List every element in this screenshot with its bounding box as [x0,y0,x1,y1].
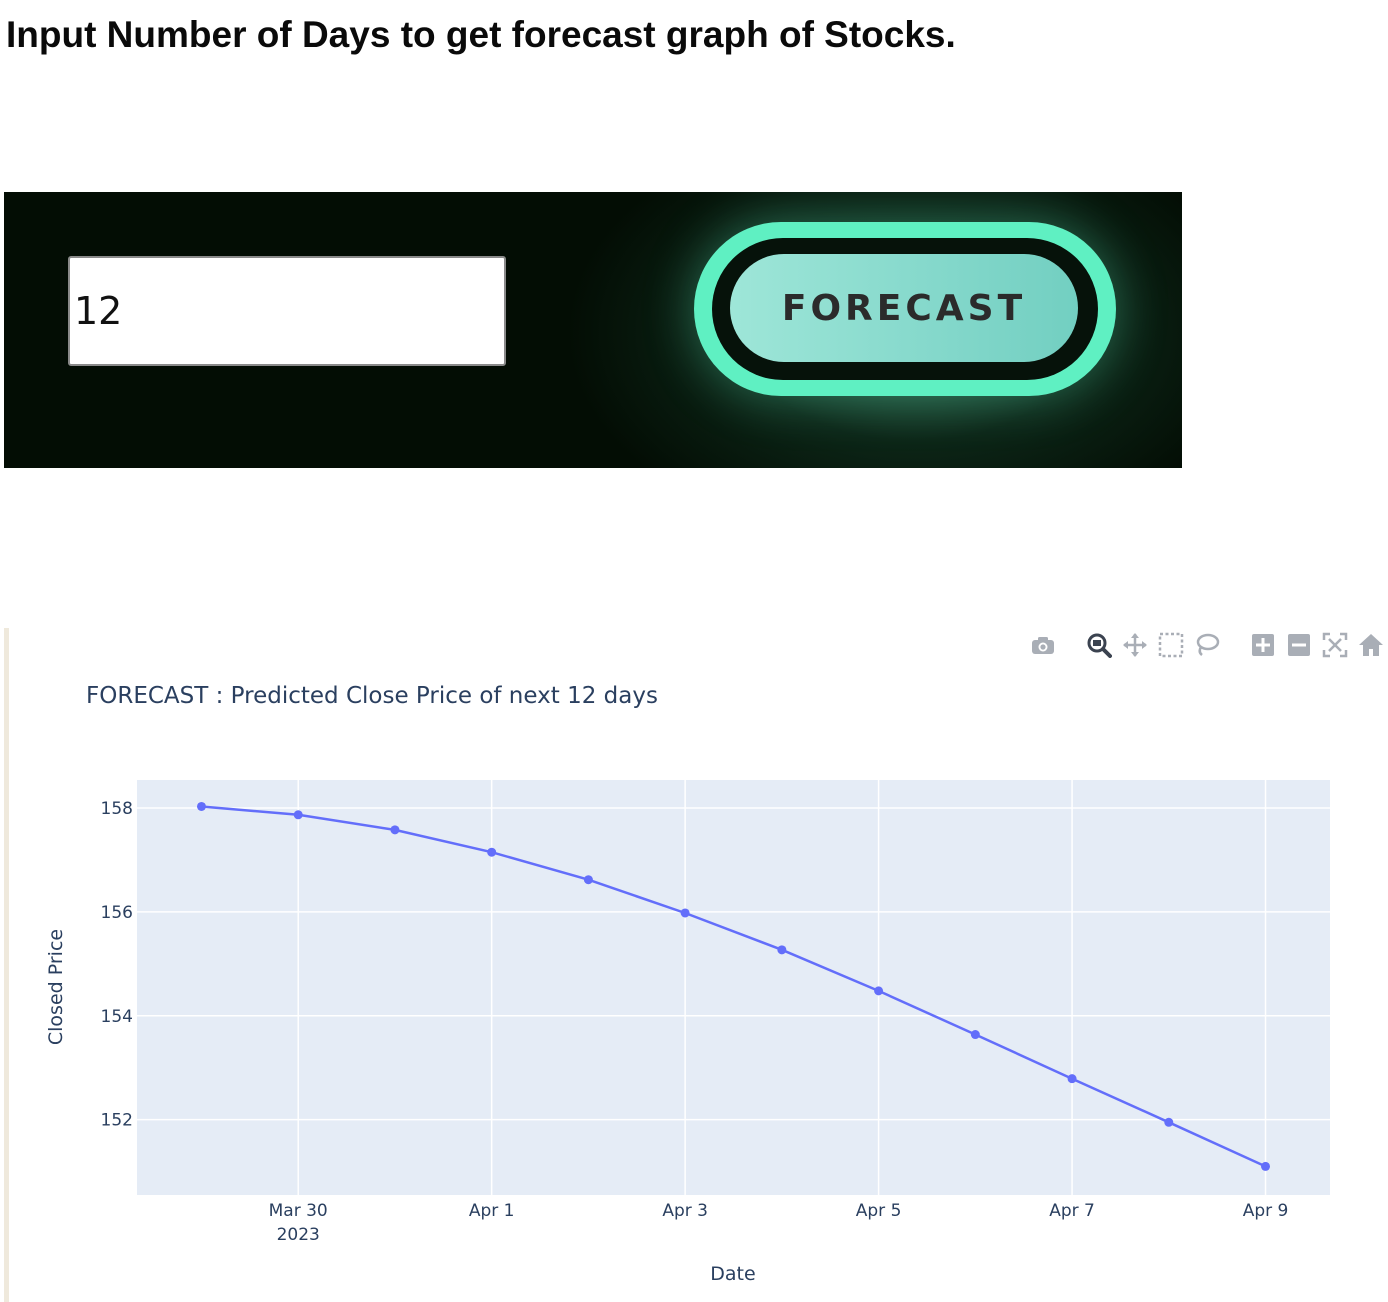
y-axis-title: Closed Price [45,929,67,1045]
data-point[interactable] [196,801,206,811]
x-tick-labels: Mar 30 2023 Apr 1 Apr 3 Apr 5 Apr 7 Apr 9 [269,1201,1289,1245]
x-axis-title: Date [710,1263,755,1285]
pan-icon[interactable] [1120,632,1150,658]
x-tick-label: Apr 7 [1049,1201,1095,1221]
data-point[interactable] [1261,1161,1271,1171]
zoom-icon[interactable] [1084,632,1114,658]
autoscale-icon[interactable] [1320,632,1350,658]
x-tick-year-label: 2023 [277,1225,320,1245]
y-tick-labels: 152 154 156 158 [101,799,133,1131]
zoom-in-icon[interactable] [1248,632,1278,658]
x-tick-label: Mar 30 [269,1201,328,1221]
plot-area[interactable] [137,780,1330,1195]
zoom-out-icon[interactable] [1284,632,1314,658]
forecast-button[interactable]: FORECAST [730,254,1078,362]
box-select-icon[interactable] [1156,632,1186,658]
series-line [201,805,1267,1168]
y-gridlines [137,807,1330,1121]
data-point[interactable] [487,847,497,857]
data-point[interactable] [1067,1074,1077,1084]
page-title: Input Number of Days to get forecast gra… [6,14,956,55]
data-point[interactable] [1164,1117,1174,1127]
chart-title: FORECAST : Predicted Close Price of next… [86,683,658,709]
y-tick-label: 158 [101,799,133,819]
forecast-button-ring: FORECAST [694,222,1116,396]
data-point[interactable] [680,908,690,918]
data-point[interactable] [777,945,787,955]
y-tick-label: 152 [101,1111,133,1131]
data-point[interactable] [583,875,593,885]
data-point[interactable] [874,986,884,996]
data-point[interactable] [390,825,400,835]
modebar [1028,632,1386,658]
x-tick-label: Apr 9 [1243,1201,1289,1221]
data-point[interactable] [293,810,303,820]
forecast-graph: FORECAST : Predicted Close Price of next… [4,628,1388,1302]
x-tick-label: Apr 1 [469,1201,515,1221]
forecast-control-panel: FORECAST [4,192,1182,468]
x-tick-label: Apr 3 [662,1201,708,1221]
days-input[interactable] [68,256,506,366]
reset-axes-icon[interactable] [1356,632,1386,658]
y-tick-label: 156 [101,903,133,923]
lasso-select-icon[interactable] [1192,632,1222,658]
camera-icon[interactable] [1028,632,1058,658]
data-point[interactable] [970,1030,980,1040]
x-tick-label: Apr 5 [856,1201,902,1221]
line-chart[interactable]: FORECAST : Predicted Close Price of next… [9,628,1388,1302]
series-group [196,801,1271,1171]
y-tick-label: 154 [101,1007,133,1027]
